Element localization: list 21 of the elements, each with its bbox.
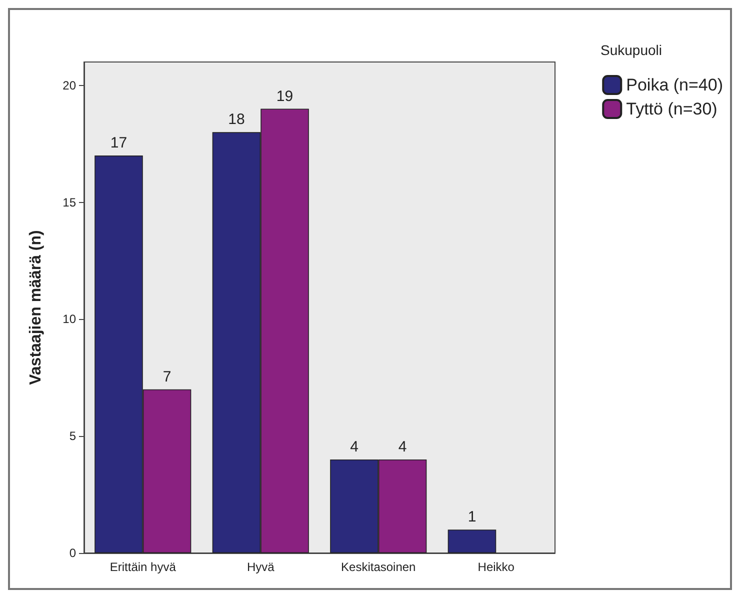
y-tick-label: 20 — [62, 78, 76, 92]
y-tick-label: 15 — [62, 195, 76, 210]
legend-label: Tyttö (n=30) — [626, 100, 718, 118]
x-tick-label: Keskitasoinen — [341, 560, 416, 574]
data-label: 18 — [228, 111, 245, 128]
y-tick-label: 0 — [69, 546, 76, 560]
x-tick-label: Erittäin hyvä — [110, 560, 176, 574]
x-tick-label: Heikko — [478, 560, 515, 574]
x-tick-label: Hyvä — [246, 560, 275, 574]
data-label: 1 — [468, 508, 476, 526]
data-label: 4 — [350, 438, 358, 456]
y-tick-label: 10 — [62, 312, 76, 326]
y-tick-label: 5 — [69, 429, 76, 444]
bar — [448, 530, 496, 553]
legend-label: Poika (n=40) — [626, 76, 724, 94]
data-label: 17 — [110, 134, 128, 152]
data-label: 4 — [398, 438, 407, 456]
data-label: 7 — [162, 368, 172, 386]
y-axis-title: Vastaajien määrä (n) — [28, 230, 44, 385]
data-label: 19 — [276, 88, 294, 105]
legend-title: Sukupuoli — [600, 42, 662, 58]
